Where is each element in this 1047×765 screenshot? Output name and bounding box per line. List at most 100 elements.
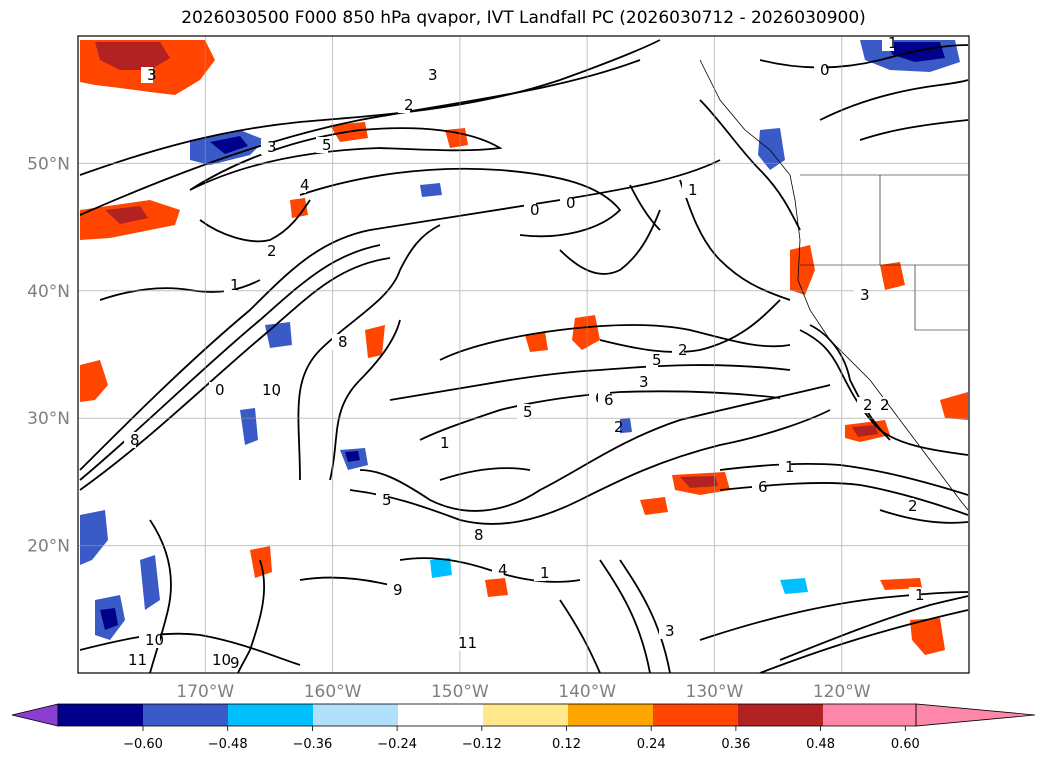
colorbar-segment bbox=[228, 704, 313, 726]
coastlines bbox=[699, 59, 969, 511]
contour-label: 3 bbox=[428, 66, 438, 84]
lon-tick-label: 150°W bbox=[431, 682, 489, 702]
contour-label-bg bbox=[256, 382, 277, 398]
colorbar-tick-label: −0.60 bbox=[123, 737, 163, 752]
colorbar-tick-label: −0.24 bbox=[377, 737, 417, 752]
contour-label-bg bbox=[206, 652, 227, 668]
colorbar-extend-high bbox=[915, 703, 1036, 727]
lat-tick-label: 50°N bbox=[27, 154, 70, 174]
contour-label: 8 bbox=[338, 333, 348, 351]
contour-label: 10 bbox=[262, 381, 281, 399]
contour-label-bg bbox=[517, 404, 529, 420]
contour-label-bg bbox=[560, 195, 572, 211]
colorbar-segment bbox=[143, 704, 228, 726]
contour-label-bg bbox=[854, 287, 866, 303]
contour-label-bg bbox=[261, 139, 273, 155]
colorbar-tick-label: 0.12 bbox=[552, 737, 581, 752]
lon-tick-label: 120°W bbox=[813, 682, 871, 702]
contour-label: 4 bbox=[300, 176, 310, 194]
contour-label: 3 bbox=[860, 286, 870, 304]
contour-label: 3 bbox=[639, 373, 649, 391]
contour-label: 2 bbox=[404, 96, 414, 114]
contour-label: 1 bbox=[230, 276, 240, 294]
contour-label: 5 bbox=[322, 136, 332, 154]
contour-label: 3 bbox=[267, 138, 277, 156]
contour-label-bg bbox=[468, 527, 480, 543]
contour-label: 8 bbox=[474, 526, 484, 544]
contour-label: 0 bbox=[566, 194, 576, 212]
colorbar-extend-low bbox=[11, 703, 59, 727]
lat-tick-label: 40°N bbox=[27, 282, 70, 302]
contour-label-bg bbox=[261, 243, 273, 259]
contour-label: 8 bbox=[130, 431, 140, 449]
contour-label: 1 bbox=[688, 181, 698, 199]
contour-label-bg bbox=[909, 587, 921, 603]
contour-label: 1 bbox=[915, 586, 925, 604]
contour-label-bg bbox=[534, 565, 546, 581]
map-title: 2026030500 F000 850 hPa qvapor, IVT Land… bbox=[181, 8, 866, 28]
colorbar-segment bbox=[823, 704, 916, 726]
contour-label: 2 bbox=[614, 418, 624, 436]
contour-label-bg bbox=[682, 182, 694, 198]
colorbar-tick-label: −0.36 bbox=[292, 737, 332, 752]
lon-tick-label: 160°W bbox=[304, 682, 362, 702]
colorbar-segment bbox=[58, 704, 143, 726]
colorbar-segment bbox=[568, 704, 653, 726]
contour-label: 11 bbox=[458, 634, 477, 652]
colorbar-segment bbox=[398, 704, 483, 726]
contour-label: 0 bbox=[215, 381, 225, 399]
contour-label-bg bbox=[224, 277, 236, 293]
lon-tick-label: 140°W bbox=[558, 682, 616, 702]
contour-label-bg bbox=[452, 635, 473, 651]
contour-label: 2 bbox=[908, 497, 918, 515]
contour-label: 2 bbox=[678, 341, 688, 359]
colorbar-segment bbox=[313, 704, 398, 726]
colorbar-tick-label: −0.12 bbox=[462, 737, 502, 752]
contour-label-bg bbox=[598, 392, 610, 408]
contour-label-bg bbox=[524, 202, 536, 218]
latitude-labels: 20°N 30°N 40°N 50°N bbox=[27, 154, 70, 556]
contour-label-bg bbox=[434, 435, 446, 451]
colorbar-tick-label: 0.24 bbox=[637, 737, 666, 752]
contour-label: 2 bbox=[267, 242, 277, 260]
contour-label-bg bbox=[779, 459, 791, 475]
contour-label: 5 bbox=[523, 403, 533, 421]
contour-label-bg bbox=[122, 652, 143, 668]
longitude-labels: 170°W 160°W 150°W 140°W 130°W 120°W bbox=[176, 682, 870, 702]
contour-label-bg bbox=[376, 492, 388, 508]
map-background bbox=[78, 36, 969, 673]
contour-label: 3 bbox=[665, 622, 675, 640]
colorbar-tick-label: −0.48 bbox=[208, 737, 248, 752]
contour-label: 9 bbox=[230, 654, 240, 672]
lat-tick-label: 30°N bbox=[27, 409, 70, 429]
map-frame bbox=[77, 35, 970, 674]
contour-label: 1 bbox=[540, 564, 550, 582]
contour-label-bg bbox=[492, 562, 504, 578]
contour-label: 2 bbox=[880, 396, 890, 414]
contour-label-bg bbox=[646, 352, 658, 368]
contour-label-bg bbox=[608, 419, 620, 435]
contour-label-bg bbox=[422, 67, 434, 83]
contour-label-bg bbox=[141, 67, 153, 83]
contour-label: 9 bbox=[393, 581, 403, 599]
contour-label: 4 bbox=[498, 561, 508, 579]
colorbar: −0.60 −0.48 −0.36 −0.24 −0.12 0.12 0.24 0.36 0.4… bbox=[11, 703, 1036, 752]
colorbar-segment bbox=[738, 704, 823, 726]
contour-label: 0 bbox=[530, 201, 540, 219]
contour-label: 1 bbox=[785, 458, 795, 476]
lon-tick-label: 170°W bbox=[176, 682, 234, 702]
contour-label-bg bbox=[139, 632, 160, 648]
colorbar-segment bbox=[483, 704, 568, 726]
contour-label: 1 bbox=[888, 34, 898, 52]
contour-label: 6 bbox=[758, 478, 768, 496]
colorbar-tick-label: 0.36 bbox=[721, 737, 750, 752]
contour-labels: 1303235400125321101265810861221991011111… bbox=[122, 34, 925, 672]
contour-label: 2 bbox=[863, 396, 873, 414]
contour-label-bg bbox=[874, 397, 886, 413]
contour-label-bg bbox=[398, 97, 410, 113]
contour-label-bg bbox=[633, 374, 645, 390]
contour-label: 10 bbox=[145, 631, 164, 649]
contour-label-bg bbox=[332, 334, 344, 350]
contour-label-bg bbox=[294, 177, 306, 193]
